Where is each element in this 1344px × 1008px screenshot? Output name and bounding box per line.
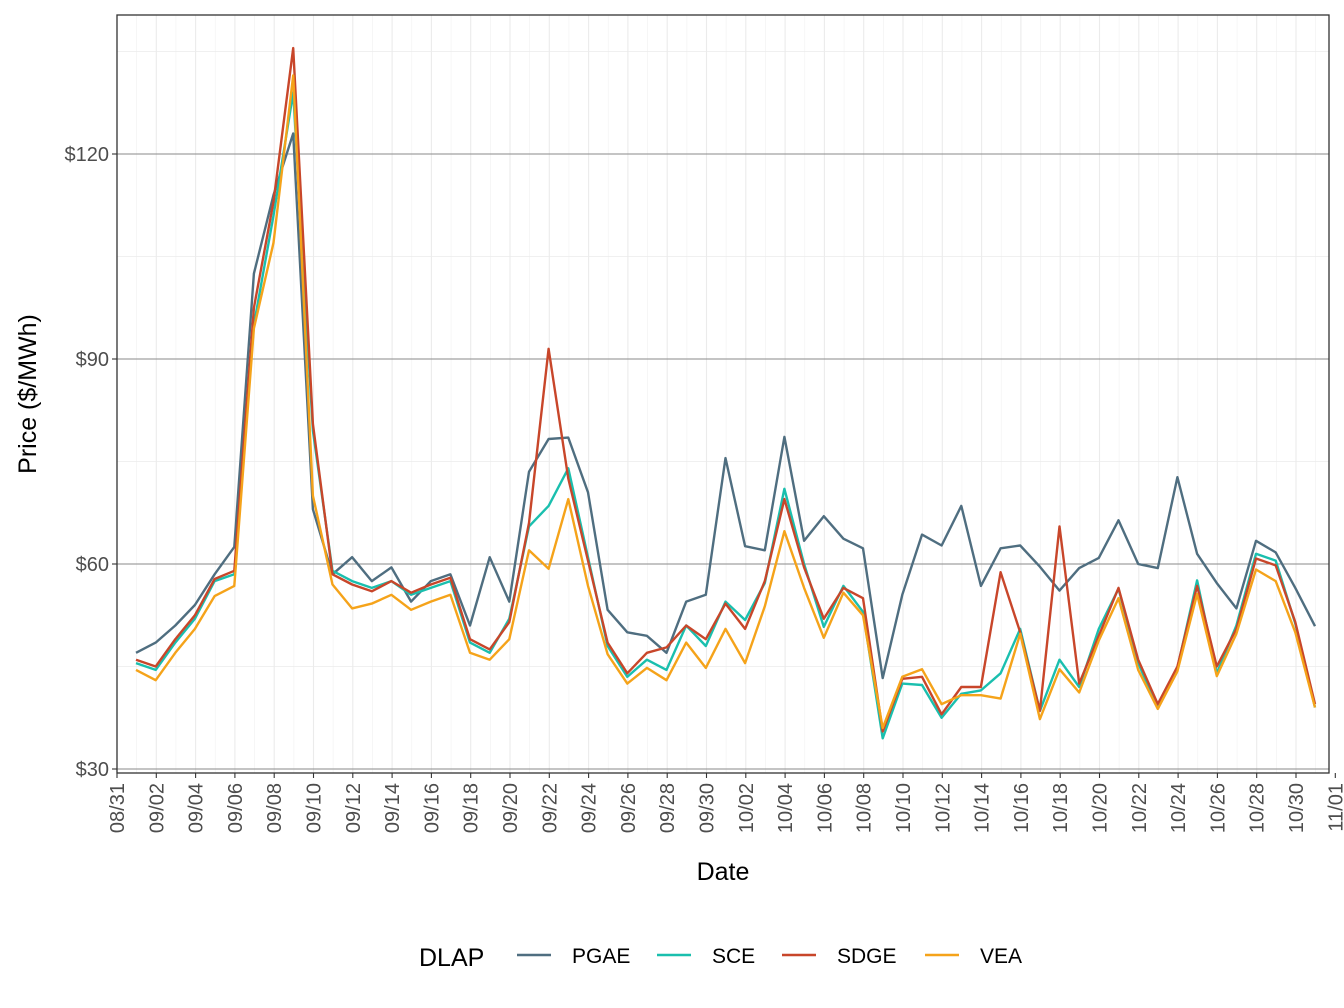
x-tick-label: 10/02 (736, 783, 758, 833)
x-tick-label: 10/18 (1050, 783, 1072, 833)
y-tick-label: $120 (65, 144, 110, 166)
x-tick-label: 10/04 (775, 783, 797, 833)
x-tick-label: 10/06 (814, 783, 836, 833)
x-tick-label: 10/22 (1129, 783, 1151, 833)
x-tick-label: 09/02 (146, 783, 168, 833)
x-axis-title: Date (697, 858, 750, 886)
legend-label-pgae: PGAE (572, 945, 630, 968)
x-tick-label: 10/08 (854, 783, 876, 833)
legend-label-vea: VEA (980, 945, 1022, 968)
x-tick-label: 10/14 (972, 783, 994, 833)
x-tick-label: 09/06 (225, 783, 247, 833)
plot-border (116, 14, 1330, 774)
x-tick-label: 09/14 (382, 783, 404, 833)
plot-background (117, 15, 1329, 773)
x-tick-label: 10/28 (1247, 783, 1269, 833)
x-tick-label: 09/12 (343, 783, 365, 833)
legend: DLAP PGAE SCE SDGE VEA (419, 944, 1022, 972)
x-tick-label: 09/28 (657, 783, 679, 833)
x-tick-label: 11/01 (1325, 783, 1344, 832)
x-tick-label: 10/20 (1090, 783, 1112, 833)
legend-label-sce: SCE (712, 945, 755, 968)
y-tick-label: $90 (76, 349, 109, 371)
x-tick-label: 09/18 (461, 783, 483, 833)
y-tick-label: $30 (76, 759, 109, 781)
x-tick-label: 09/24 (579, 783, 601, 833)
x-tick-label: 09/26 (618, 783, 640, 833)
series-line-vea (135, 74, 1317, 730)
x-tick-label: 10/24 (1168, 783, 1190, 833)
x-tick-label: 09/30 (697, 783, 719, 833)
x-tick-label: 10/10 (893, 783, 915, 833)
x-tick-label: 10/26 (1207, 783, 1229, 833)
x-tick-label: 09/16 (421, 783, 443, 833)
x-tick-label: 09/08 (264, 783, 286, 833)
x-tick-label: 10/12 (932, 783, 954, 833)
legend-title: DLAP (419, 944, 484, 972)
series-lines (135, 46, 1317, 740)
y-axis: $30 $60 $90 $120 (65, 144, 117, 781)
major-gridlines (116, 15, 1329, 773)
x-tick-label: 09/10 (304, 783, 326, 833)
y-axis-title: Price ($/MWh) (14, 314, 42, 474)
x-tick-label: 10/30 (1286, 783, 1308, 833)
minor-gridlines (117, 15, 1329, 773)
series-line-sdge (135, 46, 1317, 733)
x-tick-label: 09/20 (500, 783, 522, 833)
legend-label-sdge: SDGE (837, 945, 897, 968)
x-tick-label: 09/04 (186, 783, 208, 833)
x-axis: 08/31 09/02 09/04 09/06 09/08 09/10 09/12 09/14… (107, 773, 1344, 833)
x-tick-label: 10/16 (1011, 783, 1033, 833)
y-tick-label: $60 (76, 554, 109, 576)
x-tick-label: 09/22 (539, 783, 561, 833)
x-tick-label: 08/31 (107, 783, 129, 833)
